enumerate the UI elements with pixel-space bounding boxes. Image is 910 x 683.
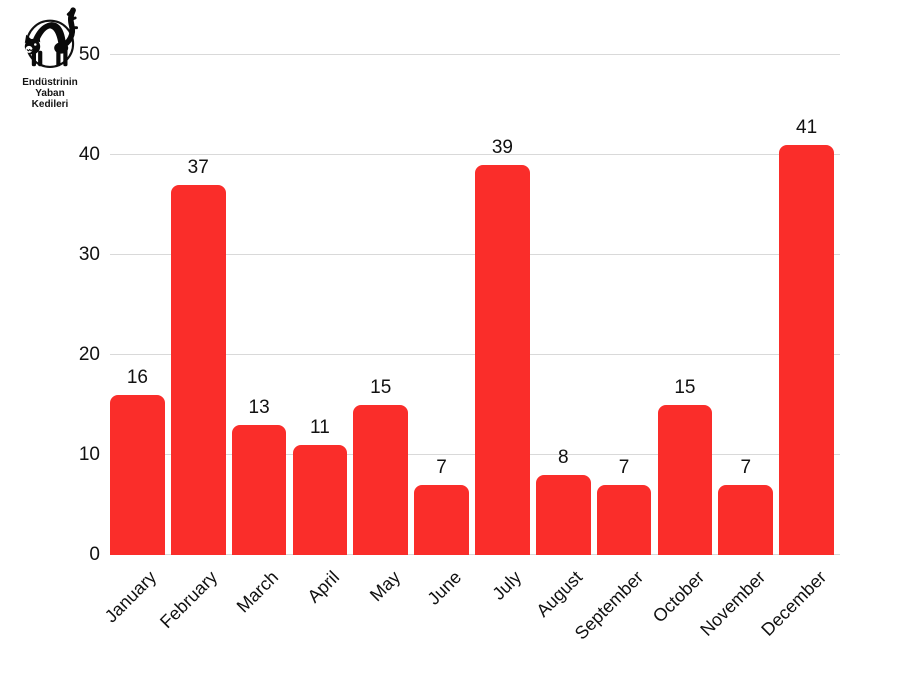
x-axis-label-august: August — [532, 567, 587, 621]
logo-text-line: Yaban — [35, 88, 65, 99]
gridline — [110, 154, 840, 155]
y-axis-tick-label: 20 — [78, 344, 100, 365]
y-axis-tick-label: 0 — [89, 544, 100, 565]
logo-text-line: Kedileri — [31, 99, 69, 110]
x-axis-label-october: October — [648, 567, 709, 627]
bar-june — [414, 485, 469, 555]
bar-september — [596, 485, 652, 555]
x-axis-label-april: April — [303, 567, 344, 607]
x-axis-label-july: July — [488, 567, 526, 604]
bar-value-label: 11 — [310, 417, 330, 438]
logo-text: Endüstrinin Yaban Kedileri — [12, 77, 88, 110]
bar-january — [110, 395, 165, 555]
bar-value-label: 37 — [187, 157, 209, 178]
bar-february — [170, 185, 226, 555]
x-axis-label-june: June — [422, 567, 465, 609]
x-axis-label-march: March — [232, 567, 283, 617]
x-axis-label-december: December — [756, 567, 830, 640]
y-axis-tick-label: 40 — [78, 144, 100, 165]
bar-december — [779, 145, 834, 555]
bar-august — [535, 475, 591, 555]
bar-value-label: 13 — [248, 397, 270, 418]
bar-value-label: 15 — [674, 377, 696, 398]
logo-text-line: Endüstrinin — [22, 77, 78, 88]
black-cat-icon — [24, 7, 78, 68]
x-axis-label-may: May — [365, 567, 404, 606]
bar-november — [718, 485, 774, 555]
bar-value-label: 7 — [436, 457, 447, 478]
bar-value-label: 7 — [618, 457, 630, 478]
y-axis-tick-label: 50 — [78, 44, 100, 65]
gridline — [110, 54, 840, 55]
x-axis-label-january: January — [101, 567, 161, 627]
bar-value-label: 7 — [740, 457, 752, 478]
bar-march — [231, 425, 287, 555]
bar-october — [657, 405, 713, 555]
y-axis: 0 10 20 30 40 50 — [0, 44, 100, 565]
x-axis-label-february: February — [156, 567, 222, 633]
logo: Endüstrinin Yaban Kedileri — [12, 6, 88, 110]
x-axis-labels: January February March April May June July Augu… — [101, 555, 840, 675]
x-axis-label-november: November — [696, 567, 769, 640]
bar-value-label: 8 — [557, 447, 569, 468]
bar-may — [353, 405, 409, 555]
bar-value-label: 41 — [796, 117, 818, 138]
y-axis-tick-label: 10 — [78, 444, 100, 465]
plot-area: 16 37 13 11 15 7 39 8 7 15 7 41 — [110, 54, 840, 555]
bar-value-label: 16 — [126, 367, 148, 388]
bar-value-label: 15 — [370, 377, 392, 398]
bar-april — [292, 445, 348, 555]
bar-july — [475, 165, 530, 555]
y-axis-tick-label: 30 — [78, 244, 100, 265]
bar-value-label: 39 — [491, 137, 513, 158]
